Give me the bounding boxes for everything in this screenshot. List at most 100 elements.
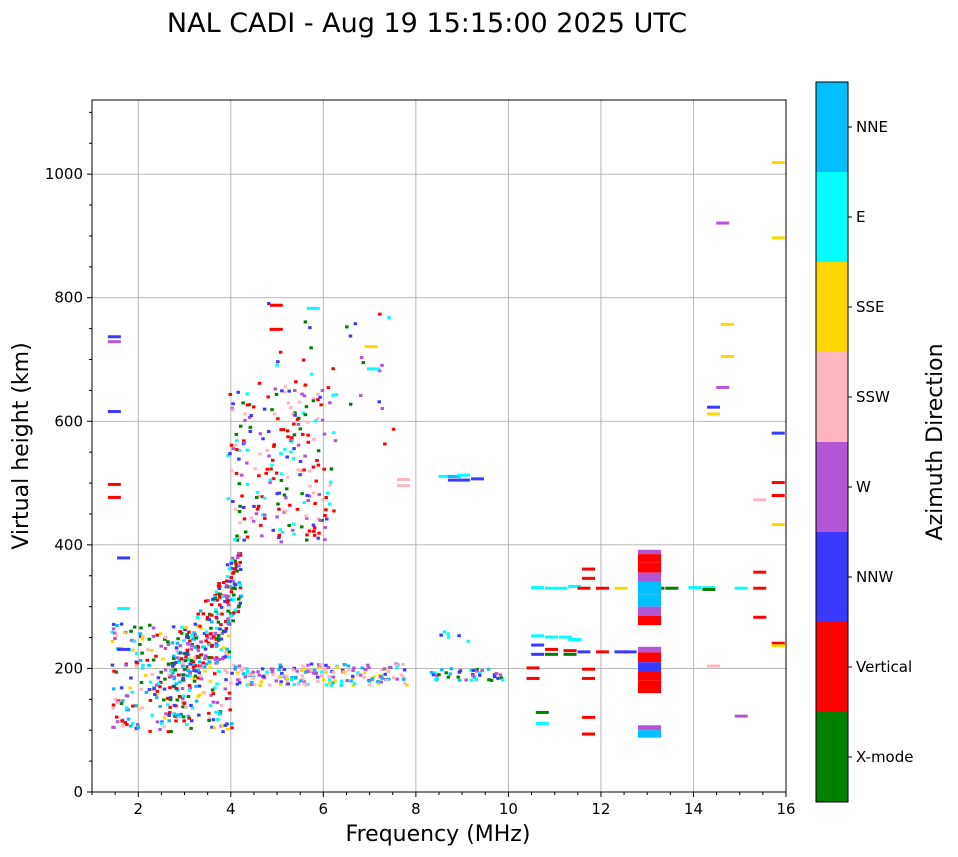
echo-point (243, 412, 247, 416)
echo-point (380, 668, 384, 672)
echo-point (211, 597, 215, 601)
echo-point (249, 414, 254, 418)
echo-point (172, 677, 176, 681)
echo-point (295, 507, 300, 511)
echo-point (192, 632, 197, 636)
echo-point (267, 302, 271, 306)
echo-point (531, 643, 545, 647)
echo-point (155, 720, 160, 724)
echo-point (771, 431, 785, 435)
echo-point (293, 411, 297, 415)
echo-point (172, 685, 177, 689)
echo-point (132, 639, 137, 643)
echo-point (328, 480, 333, 484)
echo-point (167, 719, 171, 723)
echo-point (140, 651, 144, 655)
echo-point (305, 533, 309, 537)
echo-point (222, 581, 226, 585)
echo-point (207, 711, 211, 715)
echo-point (292, 447, 296, 451)
echo-point (324, 670, 328, 674)
echo-point (181, 705, 185, 709)
echo-point (218, 627, 222, 631)
echo-point (238, 504, 242, 508)
echo-point (111, 706, 115, 710)
echo-point (302, 394, 307, 398)
echo-point (277, 536, 281, 540)
colorbar-label-ssw: SSW (856, 388, 890, 406)
echo-point (437, 673, 441, 677)
echo-point (300, 674, 305, 678)
echo-point (194, 636, 199, 640)
echo-point (226, 622, 231, 626)
echo-point (138, 658, 143, 662)
echo-point (335, 666, 339, 670)
echo-point (301, 432, 305, 436)
echo-point (182, 701, 186, 705)
echo-point (237, 551, 241, 555)
echo-point (326, 665, 331, 669)
echo-point (313, 501, 317, 505)
echo-point (296, 422, 301, 426)
echo-point (498, 673, 503, 677)
echo-point (251, 674, 256, 678)
echo-point (176, 650, 181, 654)
echo-point (315, 675, 320, 679)
echo-point (221, 646, 226, 650)
echo-point (380, 363, 384, 367)
echo-point (311, 523, 316, 527)
echo-point (184, 625, 188, 629)
echo-point (226, 594, 230, 598)
echo-point (734, 586, 748, 590)
echo-point (218, 603, 222, 607)
echo-point (154, 696, 159, 700)
echo-point (303, 454, 307, 458)
echo-point (196, 649, 201, 653)
echo-point (377, 400, 381, 404)
echo-point (367, 683, 371, 687)
echo-point (151, 626, 156, 630)
echo-point (342, 670, 347, 674)
echo-point (111, 627, 116, 631)
echo-point (260, 667, 265, 671)
echo-point (358, 673, 363, 677)
echo-point (148, 680, 153, 684)
echo-point (147, 637, 152, 641)
echo-point (753, 586, 767, 590)
echo-point (320, 670, 324, 674)
echo-point (224, 620, 228, 624)
echo-point (155, 633, 159, 637)
x-axis: 2 4 6 8 10 12 14 16 (91, 792, 796, 818)
echo-point (469, 678, 474, 682)
echo-point (248, 425, 253, 429)
echo-point (233, 559, 238, 563)
echo-point (140, 706, 145, 710)
echo-point (272, 444, 276, 448)
echo-point (213, 686, 217, 690)
echo-point (499, 676, 504, 680)
echo-point (231, 598, 236, 602)
echo-point (395, 677, 399, 681)
echo-point (216, 638, 221, 642)
echo-point (204, 654, 208, 658)
echo-point (364, 345, 378, 349)
echo-point (236, 390, 240, 394)
echo-point (234, 564, 239, 568)
echo-point (231, 586, 236, 590)
echo-point (225, 671, 229, 675)
echo-point (487, 678, 491, 682)
echo-point (187, 656, 192, 660)
echo-point (268, 683, 272, 687)
echo-point (208, 666, 212, 670)
echo-point (207, 643, 211, 647)
echo-point (229, 598, 234, 602)
echo-point (225, 597, 229, 601)
echo-point (193, 674, 198, 678)
echo-point (270, 408, 274, 412)
echo-point (320, 518, 324, 522)
echo-point (139, 687, 144, 691)
echo-point (189, 647, 194, 651)
echo-point (386, 669, 391, 673)
echo-point (316, 536, 320, 540)
echo-point (326, 491, 330, 495)
